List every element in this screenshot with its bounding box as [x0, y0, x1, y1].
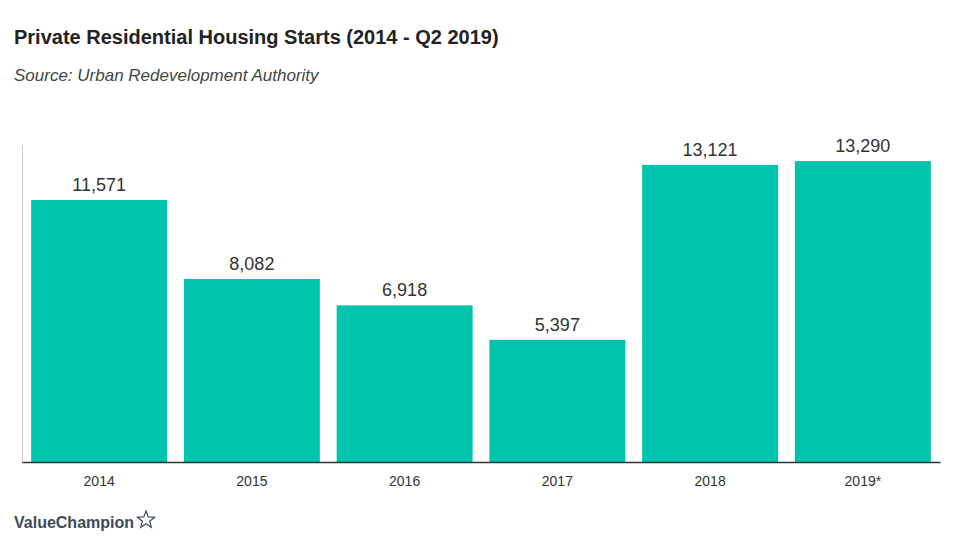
title: Private Residential Housing Starts (2014…: [14, 26, 499, 48]
x-tick-label: 2016: [389, 473, 420, 489]
x-tick: 2016: [389, 473, 420, 489]
bars: [31, 161, 931, 462]
bar: [642, 165, 778, 462]
data-label: 5,397: [535, 315, 580, 335]
bar: [31, 200, 167, 462]
x-tick: 2014: [84, 473, 115, 489]
logo-star: [137, 511, 154, 527]
x-tick: 2015: [236, 473, 267, 489]
bar: [184, 279, 320, 462]
y-axis: [22, 146, 23, 463]
x-tick: 2017: [542, 473, 573, 489]
bar: [795, 161, 931, 462]
x-tick-label: 2015: [236, 473, 267, 489]
x-tick-label: 2018: [695, 473, 726, 489]
data-label: 13,121: [683, 140, 738, 160]
x-axis: 2014 2015 2016 2017 2018 2019*: [23, 463, 941, 489]
x-tick: 2018: [695, 473, 726, 489]
x-tick-label: 2019*: [845, 473, 882, 489]
y-axis-line: [22, 146, 23, 463]
data-label: 8,082: [229, 254, 274, 274]
data-label: 13,290: [835, 136, 890, 156]
x-tick-label: 2014: [84, 473, 115, 489]
chart: Private Residential Housing Starts (2014…: [0, 0, 960, 550]
data-label: 11,571: [72, 175, 126, 195]
x-tick: 2019*: [845, 473, 882, 489]
data-label: 6,918: [382, 280, 427, 300]
annotation: ValueChampion: [14, 514, 134, 531]
data-labels: 11,571 8,082 6,918 5,397 13,121 13,290: [72, 136, 890, 335]
bar: [337, 305, 473, 462]
x-axis-line: [23, 462, 941, 464]
subtitle: Source: Urban Redevelopment Authority: [14, 66, 320, 85]
x-tick-label: 2017: [542, 473, 573, 489]
bar: [489, 340, 625, 462]
